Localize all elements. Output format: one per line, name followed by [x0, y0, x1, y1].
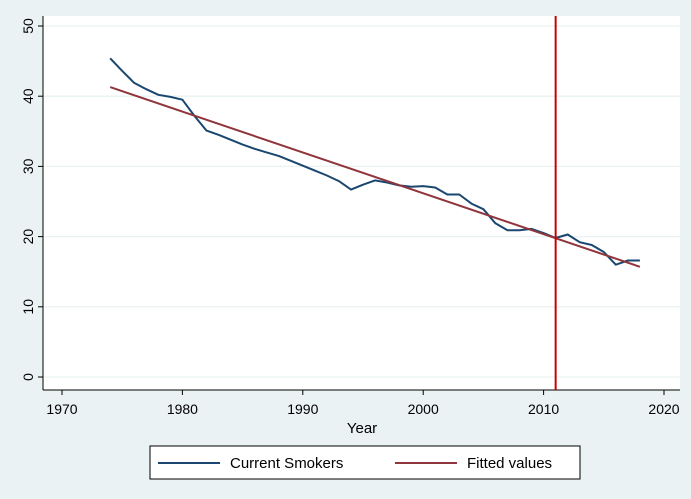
x-tick-label: 2010 — [528, 401, 559, 417]
x-tick-label: 1980 — [167, 401, 198, 417]
x-tick-label: 2020 — [648, 401, 679, 417]
y-tick-label: 10 — [20, 299, 36, 315]
series-line-fitted-values — [109, 86, 641, 268]
y-tick-label: 40 — [20, 88, 36, 104]
x-tick-label: 1990 — [287, 401, 318, 417]
x-ticks: 1970 1980 1990 2000 2010 2020 — [46, 390, 680, 417]
x-tick-label: 2000 — [408, 401, 439, 417]
x-tick-label: 1970 — [46, 401, 77, 417]
series-group — [109, 57, 641, 268]
legend-label-fitted-values: Fitted values — [467, 455, 552, 472]
y-ticks: 0 10 20 30 40 50 — [20, 18, 43, 381]
y-tick-label: 20 — [20, 229, 36, 245]
y-tick-label: 50 — [20, 18, 36, 34]
legend-box — [149, 445, 581, 480]
axes — [42, 16, 680, 391]
x-axis-title: Year — [347, 420, 377, 437]
legend: Current Smokers Fitted values — [149, 445, 581, 480]
legend-label-current-smokers: Current Smokers — [230, 455, 343, 472]
y-tick-label: 0 — [20, 373, 36, 381]
gridlines — [43, 25, 680, 378]
plot-area — [43, 16, 680, 390]
y-tick-label: 30 — [20, 158, 36, 174]
